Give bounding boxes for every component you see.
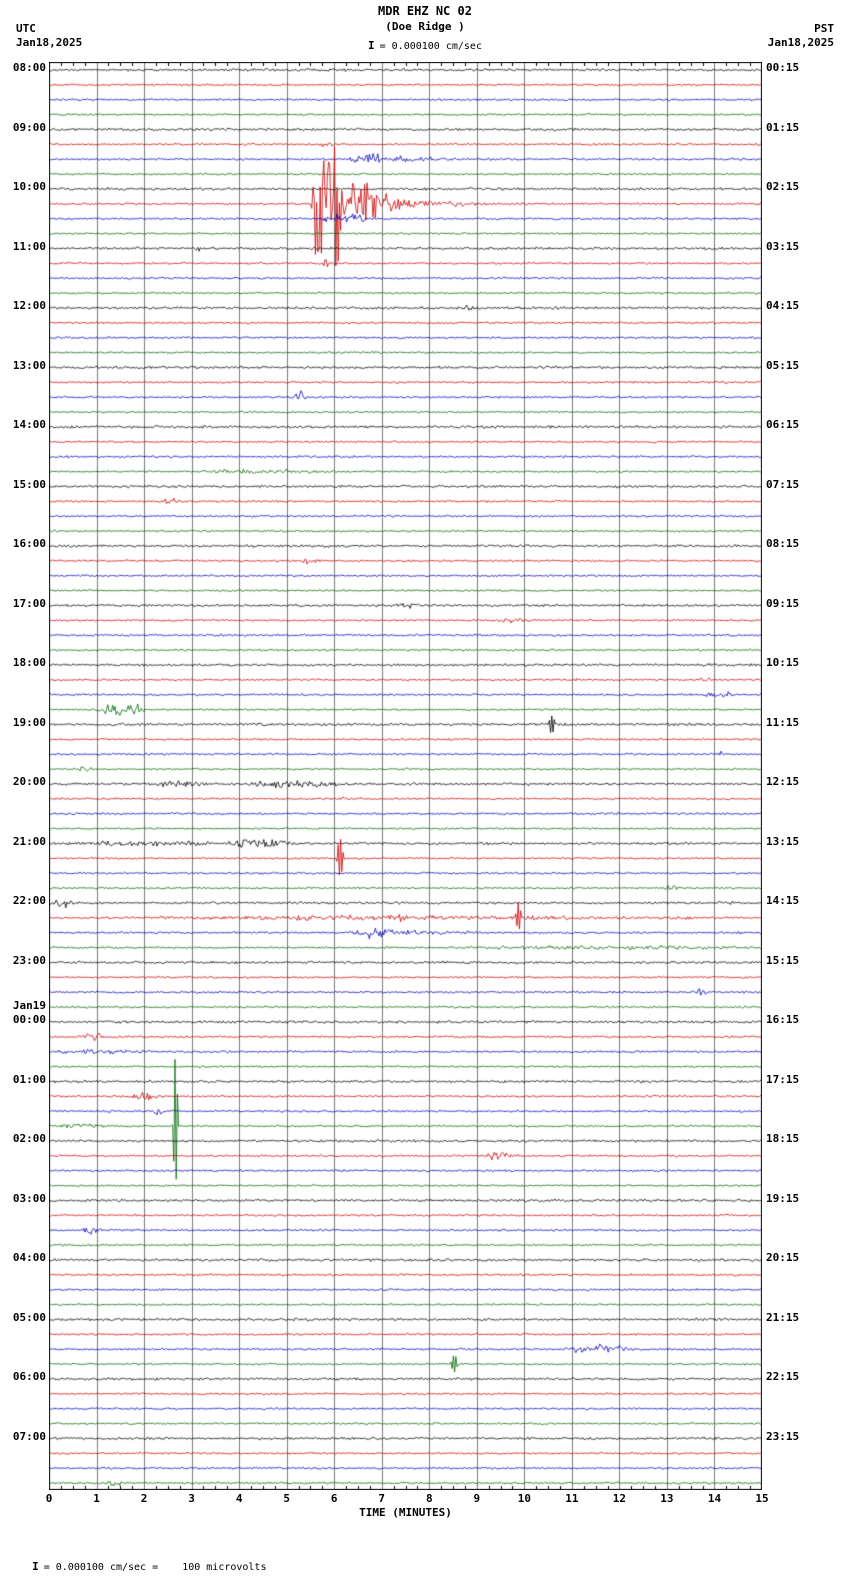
hour-label-utc: 22:00 [12, 894, 46, 908]
hour-label-pst: 07:15 [766, 477, 800, 491]
hour-label-pst: 10:15 [766, 656, 800, 670]
amplitude-scale: I = 0.000100 cm/sec [0, 39, 850, 52]
scale-label: = 0.000100 cm/sec [379, 41, 482, 52]
hour-label-utc: 01:00 [12, 1072, 46, 1086]
hour-label-pst: 03:15 [766, 239, 800, 253]
hour-label-pst: 23:15 [766, 1429, 800, 1443]
scale-bar-icon-footer: I [32, 1560, 39, 1573]
header: MDR EHZ NC 02 (Doe Ridge ) I = 0.000100 c… [0, 4, 850, 52]
hour-label-pst: 20:15 [766, 1251, 800, 1265]
hour-label-pst: 06:15 [766, 418, 800, 432]
hour-label-pst: 15:15 [766, 953, 800, 967]
scale-bar-icon: I [368, 39, 375, 52]
hour-label-pst: 02:15 [766, 180, 800, 194]
footer-scale-note: I = 0.000100 cm/sec = 100 microvolts [8, 1549, 266, 1584]
footer-scale-text: = 0.000100 cm/sec = 100 microvolts [43, 1562, 267, 1573]
pst-corner: PST Jan18,2025 [768, 22, 834, 50]
x-tick-label: 8 [425, 1492, 433, 1505]
x-tick-label: 12 [612, 1492, 627, 1505]
x-tick-label: 0 [45, 1492, 53, 1505]
hour-label-utc: 00:00 [12, 1013, 46, 1027]
hour-label-utc: 02:00 [12, 1132, 46, 1146]
x-tick-label: 6 [330, 1492, 338, 1505]
x-tick-label: 10 [517, 1492, 531, 1505]
x-tick-label: 13 [660, 1492, 674, 1505]
hour-label-pst: 21:15 [766, 1310, 800, 1324]
hour-label-utc: 08:00 [12, 61, 46, 75]
hour-label-utc: 11:00 [12, 239, 46, 253]
hour-label-pst: 16:15 [766, 1013, 800, 1027]
x-tick-label: 1 [93, 1492, 100, 1505]
hour-label-utc: 10:00 [12, 180, 46, 194]
hour-label-pst: 18:15 [766, 1132, 800, 1146]
hour-label-pst: 11:15 [766, 715, 800, 729]
x-tick-label: 14 [707, 1492, 722, 1505]
hour-label-pst: 08:15 [766, 537, 800, 551]
hour-label-pst: 12:15 [766, 775, 800, 789]
hour-label-utc: 05:00 [12, 1310, 46, 1324]
x-tick-label: 15 [755, 1492, 769, 1505]
pst-date: Jan18,2025 [767, 36, 834, 49]
hour-label-pst: 17:15 [766, 1072, 800, 1086]
hour-label-pst: 04:15 [766, 299, 800, 313]
hour-label-utc: 13:00 [12, 358, 46, 372]
hour-label-utc: 23:00 [12, 953, 46, 967]
hour-label-utc: 17:00 [12, 596, 46, 610]
hour-label-utc: 12:00 [12, 299, 46, 313]
hour-label-utc: 19:00 [12, 715, 46, 729]
hour-label-utc: Jan19 [12, 998, 46, 1012]
hour-label-pst: 13:15 [766, 834, 800, 848]
hour-label-utc: 09:00 [12, 120, 46, 134]
hour-label-utc: 20:00 [12, 775, 46, 789]
x-axis-label: TIME (MINUTES) [359, 1506, 452, 1519]
utc-label: UTC [16, 22, 36, 35]
x-tick-label: 5 [283, 1492, 290, 1505]
x-tick-label: 7 [378, 1492, 386, 1505]
hour-label-utc: 14:00 [12, 418, 46, 432]
hour-label-utc: 18:00 [12, 656, 46, 670]
hour-label-pst: 09:15 [766, 596, 800, 610]
hour-label-pst: 01:15 [766, 120, 800, 134]
hour-label-pst: 05:15 [766, 358, 800, 372]
hour-label-utc: 06:00 [12, 1370, 46, 1384]
x-tick-label: 2 [140, 1492, 148, 1505]
hour-label-utc: 16:00 [12, 537, 46, 551]
hour-label-pst: 14:15 [766, 894, 800, 908]
station-subtitle: (Doe Ridge ) [385, 20, 465, 33]
hour-label-utc: 03:00 [12, 1191, 46, 1205]
x-tick-label: 9 [473, 1492, 481, 1505]
utc-date: Jan18,2025 [16, 36, 83, 49]
pst-label: PST [814, 22, 834, 35]
hour-label-pst: 22:15 [766, 1370, 800, 1384]
hour-label-utc: 21:00 [12, 834, 46, 848]
hour-label-utc: 07:00 [12, 1429, 46, 1443]
x-tick-label: 3 [188, 1492, 195, 1505]
hour-label-pst: 19:15 [766, 1191, 800, 1205]
x-tick-label: 4 [235, 1492, 243, 1505]
utc-corner: UTC Jan18,2025 [16, 22, 82, 50]
hour-label-utc: 15:00 [12, 477, 46, 491]
hour-label-pst: 00:15 [766, 61, 800, 75]
x-tick-label: 11 [565, 1492, 579, 1505]
helicorder-canvas [49, 62, 762, 1490]
hour-label-utc: 04:00 [12, 1251, 46, 1265]
station-title: MDR EHZ NC 02 [378, 4, 472, 18]
